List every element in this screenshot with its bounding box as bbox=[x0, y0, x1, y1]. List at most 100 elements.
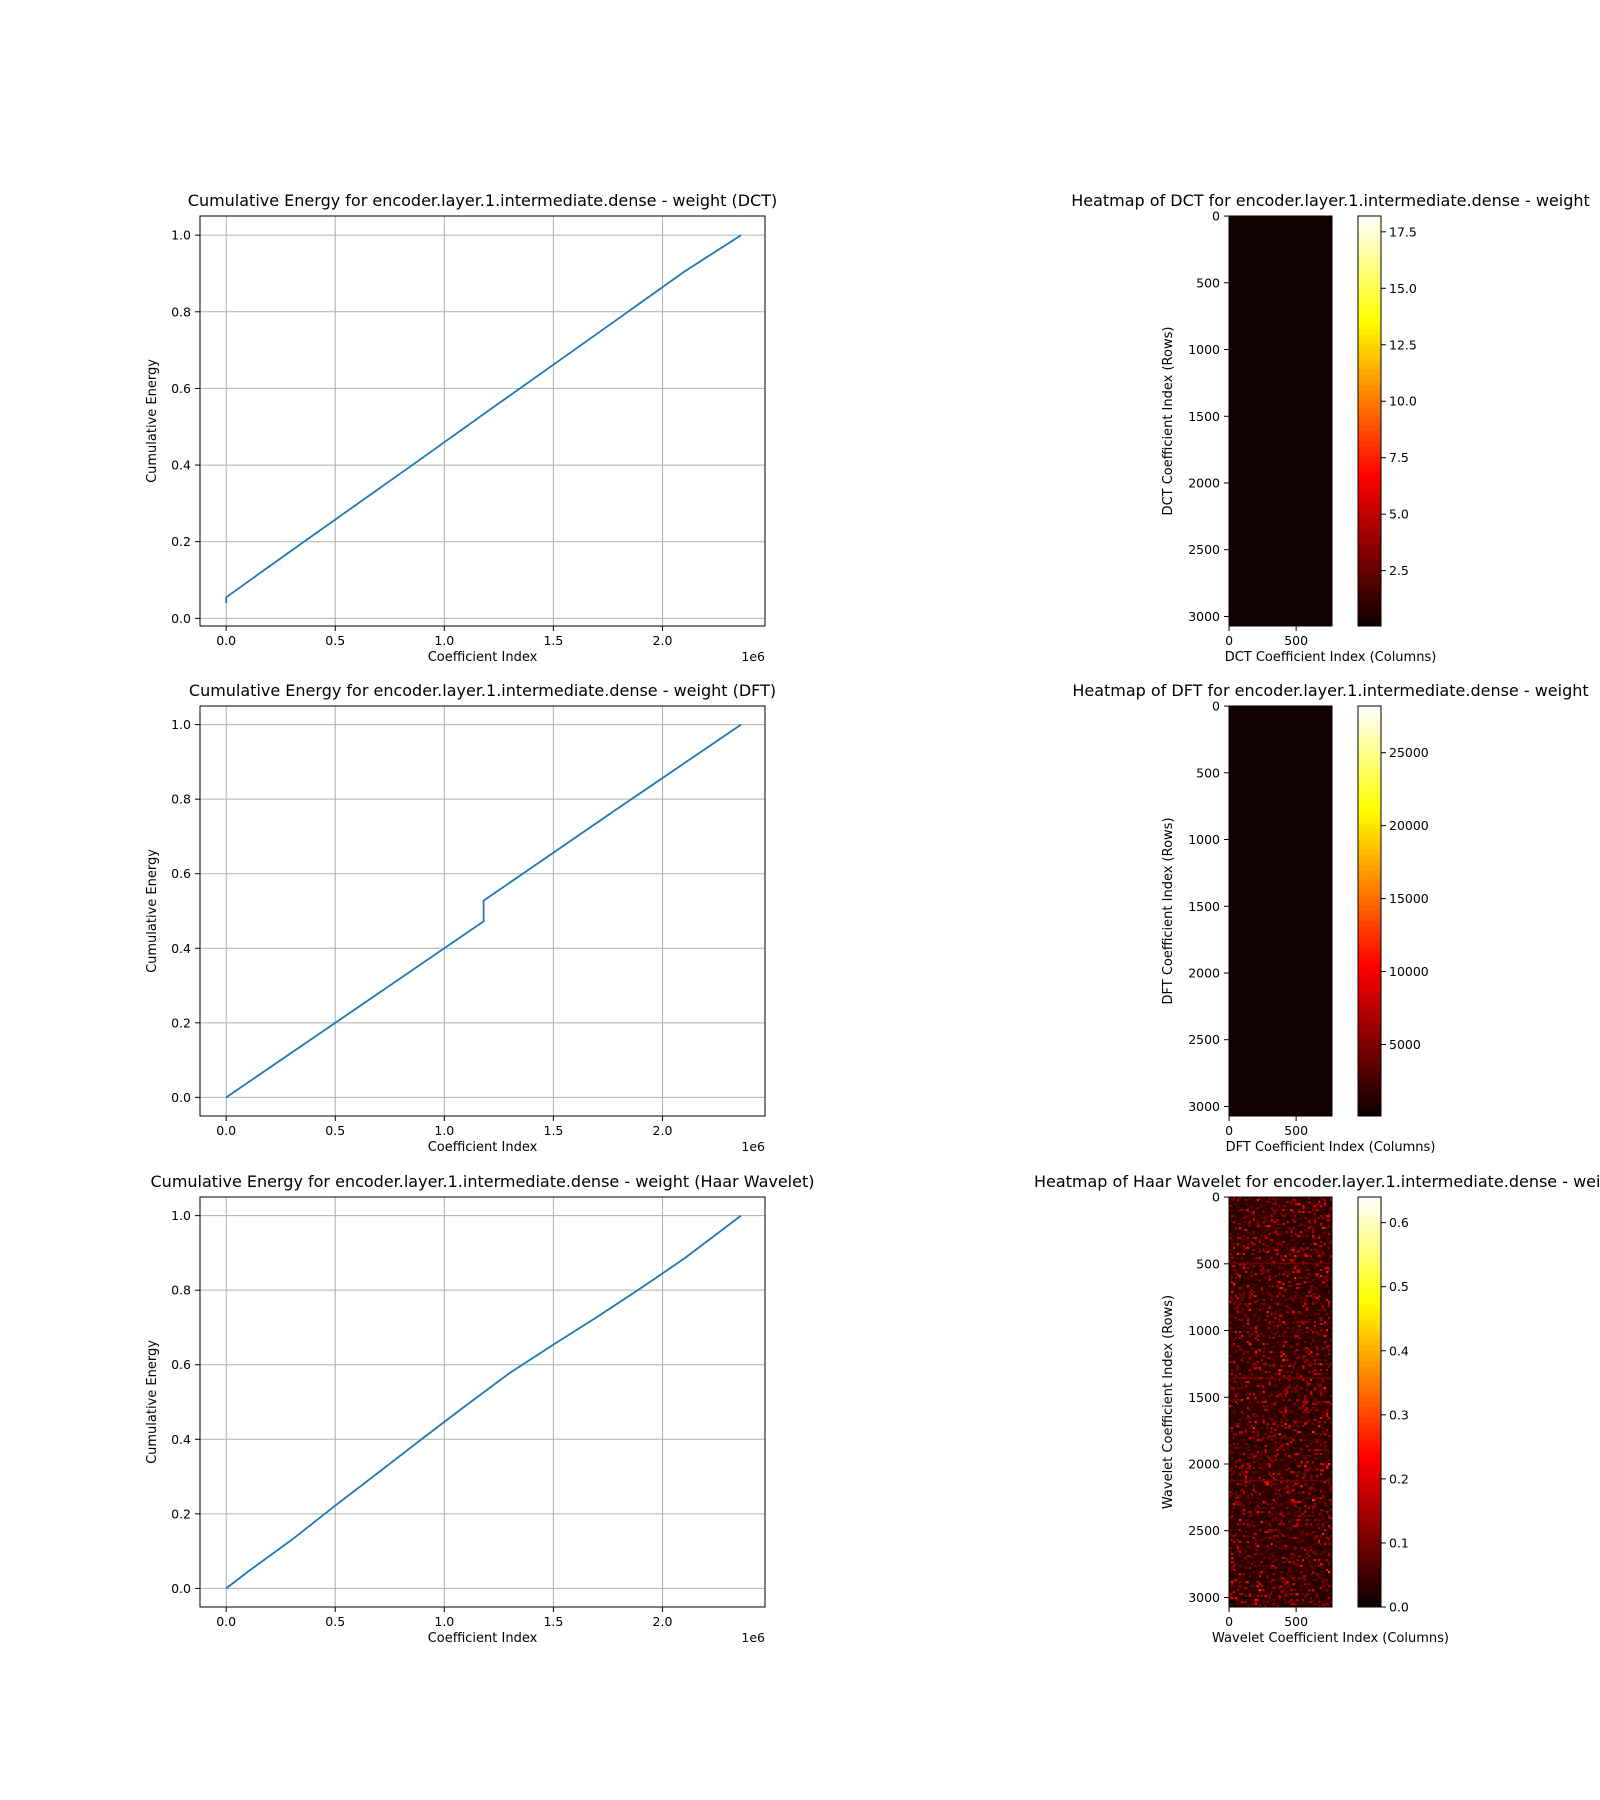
heatmap-cell bbox=[1298, 1341, 1301, 1344]
heatmap-cell bbox=[1328, 1253, 1331, 1256]
heatmap-cell bbox=[1270, 1427, 1273, 1430]
heatmap-cell bbox=[1320, 1453, 1323, 1456]
heatmap-cell bbox=[1318, 1461, 1321, 1464]
heatmap-cell bbox=[1266, 1477, 1269, 1480]
heatmap-cell bbox=[1318, 1305, 1321, 1308]
heatmap-cell bbox=[1306, 1401, 1309, 1404]
heatmap-cell bbox=[1316, 1223, 1319, 1226]
heatmap-cell bbox=[1312, 1285, 1315, 1288]
heatmap-cell bbox=[1264, 1325, 1267, 1328]
heatmap-cell bbox=[1256, 1501, 1260, 1504]
heatmap-cell bbox=[1284, 1513, 1287, 1516]
colorbar-segment bbox=[1358, 323, 1381, 330]
heatmap-cell bbox=[1246, 1277, 1250, 1280]
heatmap-cell bbox=[1264, 1509, 1267, 1512]
heatmap-cell bbox=[1310, 1453, 1313, 1456]
heatmap-cell bbox=[1230, 1439, 1234, 1442]
heatmap-cell bbox=[1230, 1477, 1234, 1480]
heatmap-cell bbox=[1300, 1361, 1303, 1364]
heatmap-cell bbox=[1240, 1319, 1244, 1322]
heatmap-cell bbox=[1246, 1381, 1250, 1384]
heatmap-cell bbox=[1280, 1205, 1283, 1208]
heatmap-cell bbox=[1306, 1221, 1309, 1224]
heatmap-cell bbox=[1258, 1347, 1261, 1350]
heatmap-cell bbox=[1326, 1231, 1329, 1234]
heatmap-cell bbox=[1274, 1373, 1277, 1376]
heatmap-cell bbox=[1260, 1467, 1263, 1470]
heatmap-cell bbox=[1276, 1405, 1279, 1408]
heatmap-cell bbox=[1290, 1499, 1293, 1502]
heatmap-cell bbox=[1298, 1265, 1301, 1268]
heatmap-cell bbox=[1266, 1201, 1269, 1204]
heatmap-cell bbox=[1320, 1337, 1323, 1340]
heatmap-cell bbox=[1296, 1255, 1299, 1258]
heatmap-cell bbox=[1276, 1227, 1279, 1230]
colorbar-segment bbox=[1358, 1105, 1381, 1112]
heatmap-cell bbox=[1236, 1437, 1240, 1440]
heatmap-cell bbox=[1324, 1437, 1327, 1440]
heatmap-cell bbox=[1300, 1417, 1303, 1420]
heatmap-cell bbox=[1306, 1269, 1309, 1272]
heatmap-cell bbox=[1324, 1397, 1327, 1400]
heatmap-cell bbox=[1242, 1495, 1246, 1498]
heatmap-cell bbox=[1306, 1267, 1309, 1270]
heatmap-cell bbox=[1296, 1373, 1299, 1376]
heatmap-cell bbox=[1280, 1213, 1283, 1216]
heatmap-cell bbox=[1294, 1219, 1297, 1222]
heatmap-cell bbox=[1260, 1445, 1263, 1448]
heatmap-cell bbox=[1328, 1201, 1331, 1204]
heatmap-cell bbox=[1264, 1207, 1267, 1210]
heatmap-cell bbox=[1314, 1489, 1317, 1492]
heatmap-cell bbox=[1250, 1429, 1254, 1432]
heatmap-cell bbox=[1268, 1427, 1271, 1430]
heatmap-cell bbox=[1236, 1265, 1240, 1268]
heatmap-cell bbox=[1244, 1237, 1248, 1240]
heatmap-cell bbox=[1316, 1453, 1319, 1456]
heatmap-cell bbox=[1278, 1293, 1281, 1296]
heatmap-cell bbox=[1328, 1211, 1331, 1214]
heatmap-cell bbox=[1244, 1481, 1248, 1484]
heatmap-cell bbox=[1268, 1237, 1271, 1240]
heatmap-cell bbox=[1268, 1473, 1271, 1476]
heatmap-cell bbox=[1240, 1463, 1244, 1466]
heatmap-cell bbox=[1298, 1417, 1301, 1420]
heatmap-cell bbox=[1232, 1253, 1236, 1256]
heatmap-cell bbox=[1266, 1437, 1269, 1440]
heatmap-cell bbox=[1232, 1221, 1236, 1224]
heatmap-cell bbox=[1284, 1243, 1287, 1246]
heatmap-cell bbox=[1302, 1489, 1305, 1492]
heatmap-cell bbox=[1274, 1291, 1277, 1294]
heatmap-cell bbox=[1240, 1415, 1244, 1418]
heatmap-cell bbox=[1292, 1345, 1295, 1348]
heatmap-cell bbox=[1302, 1249, 1305, 1252]
heatmap-cell bbox=[1290, 1227, 1293, 1230]
heatmap-cell bbox=[1298, 1311, 1301, 1314]
heatmap-cell bbox=[1304, 1369, 1307, 1372]
heatmap-cell bbox=[1312, 1301, 1315, 1304]
heatmap-cell bbox=[1238, 1331, 1242, 1334]
heatmap-cell bbox=[1302, 1303, 1305, 1306]
heatmap-cell bbox=[1260, 1423, 1263, 1426]
heatmap-cell bbox=[1270, 1459, 1273, 1462]
heatmap-cell bbox=[1268, 1327, 1271, 1330]
heatmap-cell bbox=[1252, 1273, 1256, 1276]
heatmap-cell bbox=[1312, 1511, 1315, 1514]
heatmap-cell bbox=[1278, 1335, 1281, 1338]
heatmap-cell bbox=[1278, 1209, 1281, 1212]
heatmap-cell bbox=[1286, 1309, 1289, 1312]
colorbar-segment bbox=[1358, 446, 1381, 453]
heatmap-cell bbox=[1268, 1277, 1271, 1280]
heatmap-cell bbox=[1268, 1395, 1271, 1398]
heatmap-cell bbox=[1276, 1287, 1279, 1290]
heatmap-cell bbox=[1284, 1469, 1287, 1472]
heatmap-cell bbox=[1242, 1253, 1246, 1256]
heatmap-cell bbox=[1322, 1271, 1325, 1274]
heatmap-cell bbox=[1300, 1249, 1303, 1252]
heatmap-cell bbox=[1246, 1485, 1250, 1488]
heatmap-cell bbox=[1326, 1285, 1329, 1288]
heatmap-cell bbox=[1328, 1245, 1331, 1248]
heatmap-cell bbox=[1320, 1299, 1323, 1302]
heatmap-cell bbox=[1282, 1251, 1285, 1254]
heatmap-cell bbox=[1308, 1353, 1311, 1356]
heatmap-cell bbox=[1248, 1255, 1252, 1258]
